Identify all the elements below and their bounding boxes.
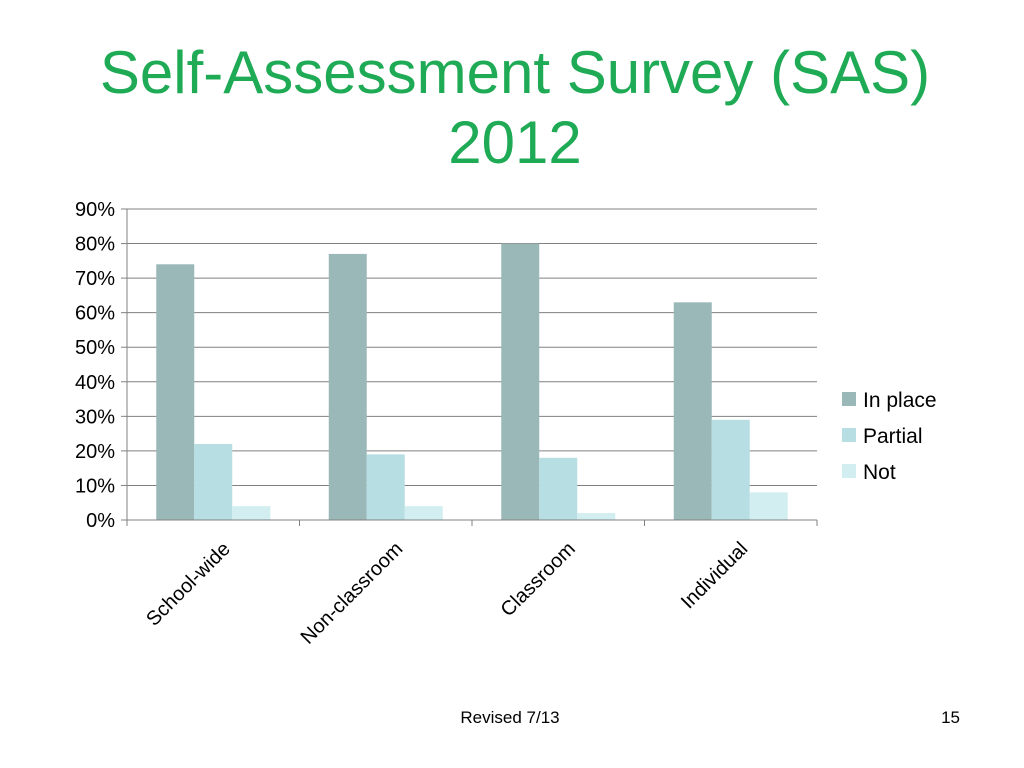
legend-label: Partial — [863, 425, 923, 448]
x-category-label: School-wide — [142, 538, 235, 631]
bar-not — [749, 492, 788, 520]
x-category-label: Classroom — [497, 538, 580, 621]
bar-partial — [711, 419, 750, 520]
bar-chart: 0% 10% 20% 30% 40% 50% 60% 70% 80% 90% School-wide… — [75, 199, 937, 649]
x-category-label: Non-classroom — [297, 538, 408, 649]
y-tick-label: 90% — [75, 199, 115, 221]
bar-not — [577, 513, 616, 520]
legend-label: In place — [863, 389, 937, 412]
y-tick-label: 70% — [75, 268, 115, 290]
bar-in-place — [328, 253, 367, 520]
bar-in-place — [501, 243, 540, 521]
legend-swatch — [842, 464, 856, 478]
y-tick-label: 10% — [75, 475, 115, 497]
y-tick-label: 0% — [86, 510, 115, 532]
y-tick-label: 40% — [75, 372, 115, 394]
bar-partial — [194, 443, 233, 520]
y-tick-label: 80% — [75, 234, 115, 256]
x-category-label: Individual — [677, 538, 752, 613]
y-tick-label: 60% — [75, 303, 115, 325]
bar-in-place — [673, 302, 712, 520]
bar-partial — [366, 454, 405, 520]
footer-page-number: 15 — [941, 708, 960, 727]
legend-swatch — [842, 392, 856, 406]
y-tick-label: 50% — [75, 337, 115, 359]
legend-label: Not — [863, 461, 896, 484]
bar-partial — [539, 457, 578, 520]
y-tick-label: 20% — [75, 441, 115, 463]
bar-not — [232, 506, 271, 520]
slide-title: Self-Assessment Survey (SAS) 2012 — [99, 39, 931, 176]
bar-not — [404, 506, 443, 520]
legend-swatch — [842, 428, 856, 442]
bar-in-place — [156, 264, 195, 520]
y-tick-label: 30% — [75, 406, 115, 428]
footer-revised-date: Revised 7/13 — [460, 708, 560, 727]
